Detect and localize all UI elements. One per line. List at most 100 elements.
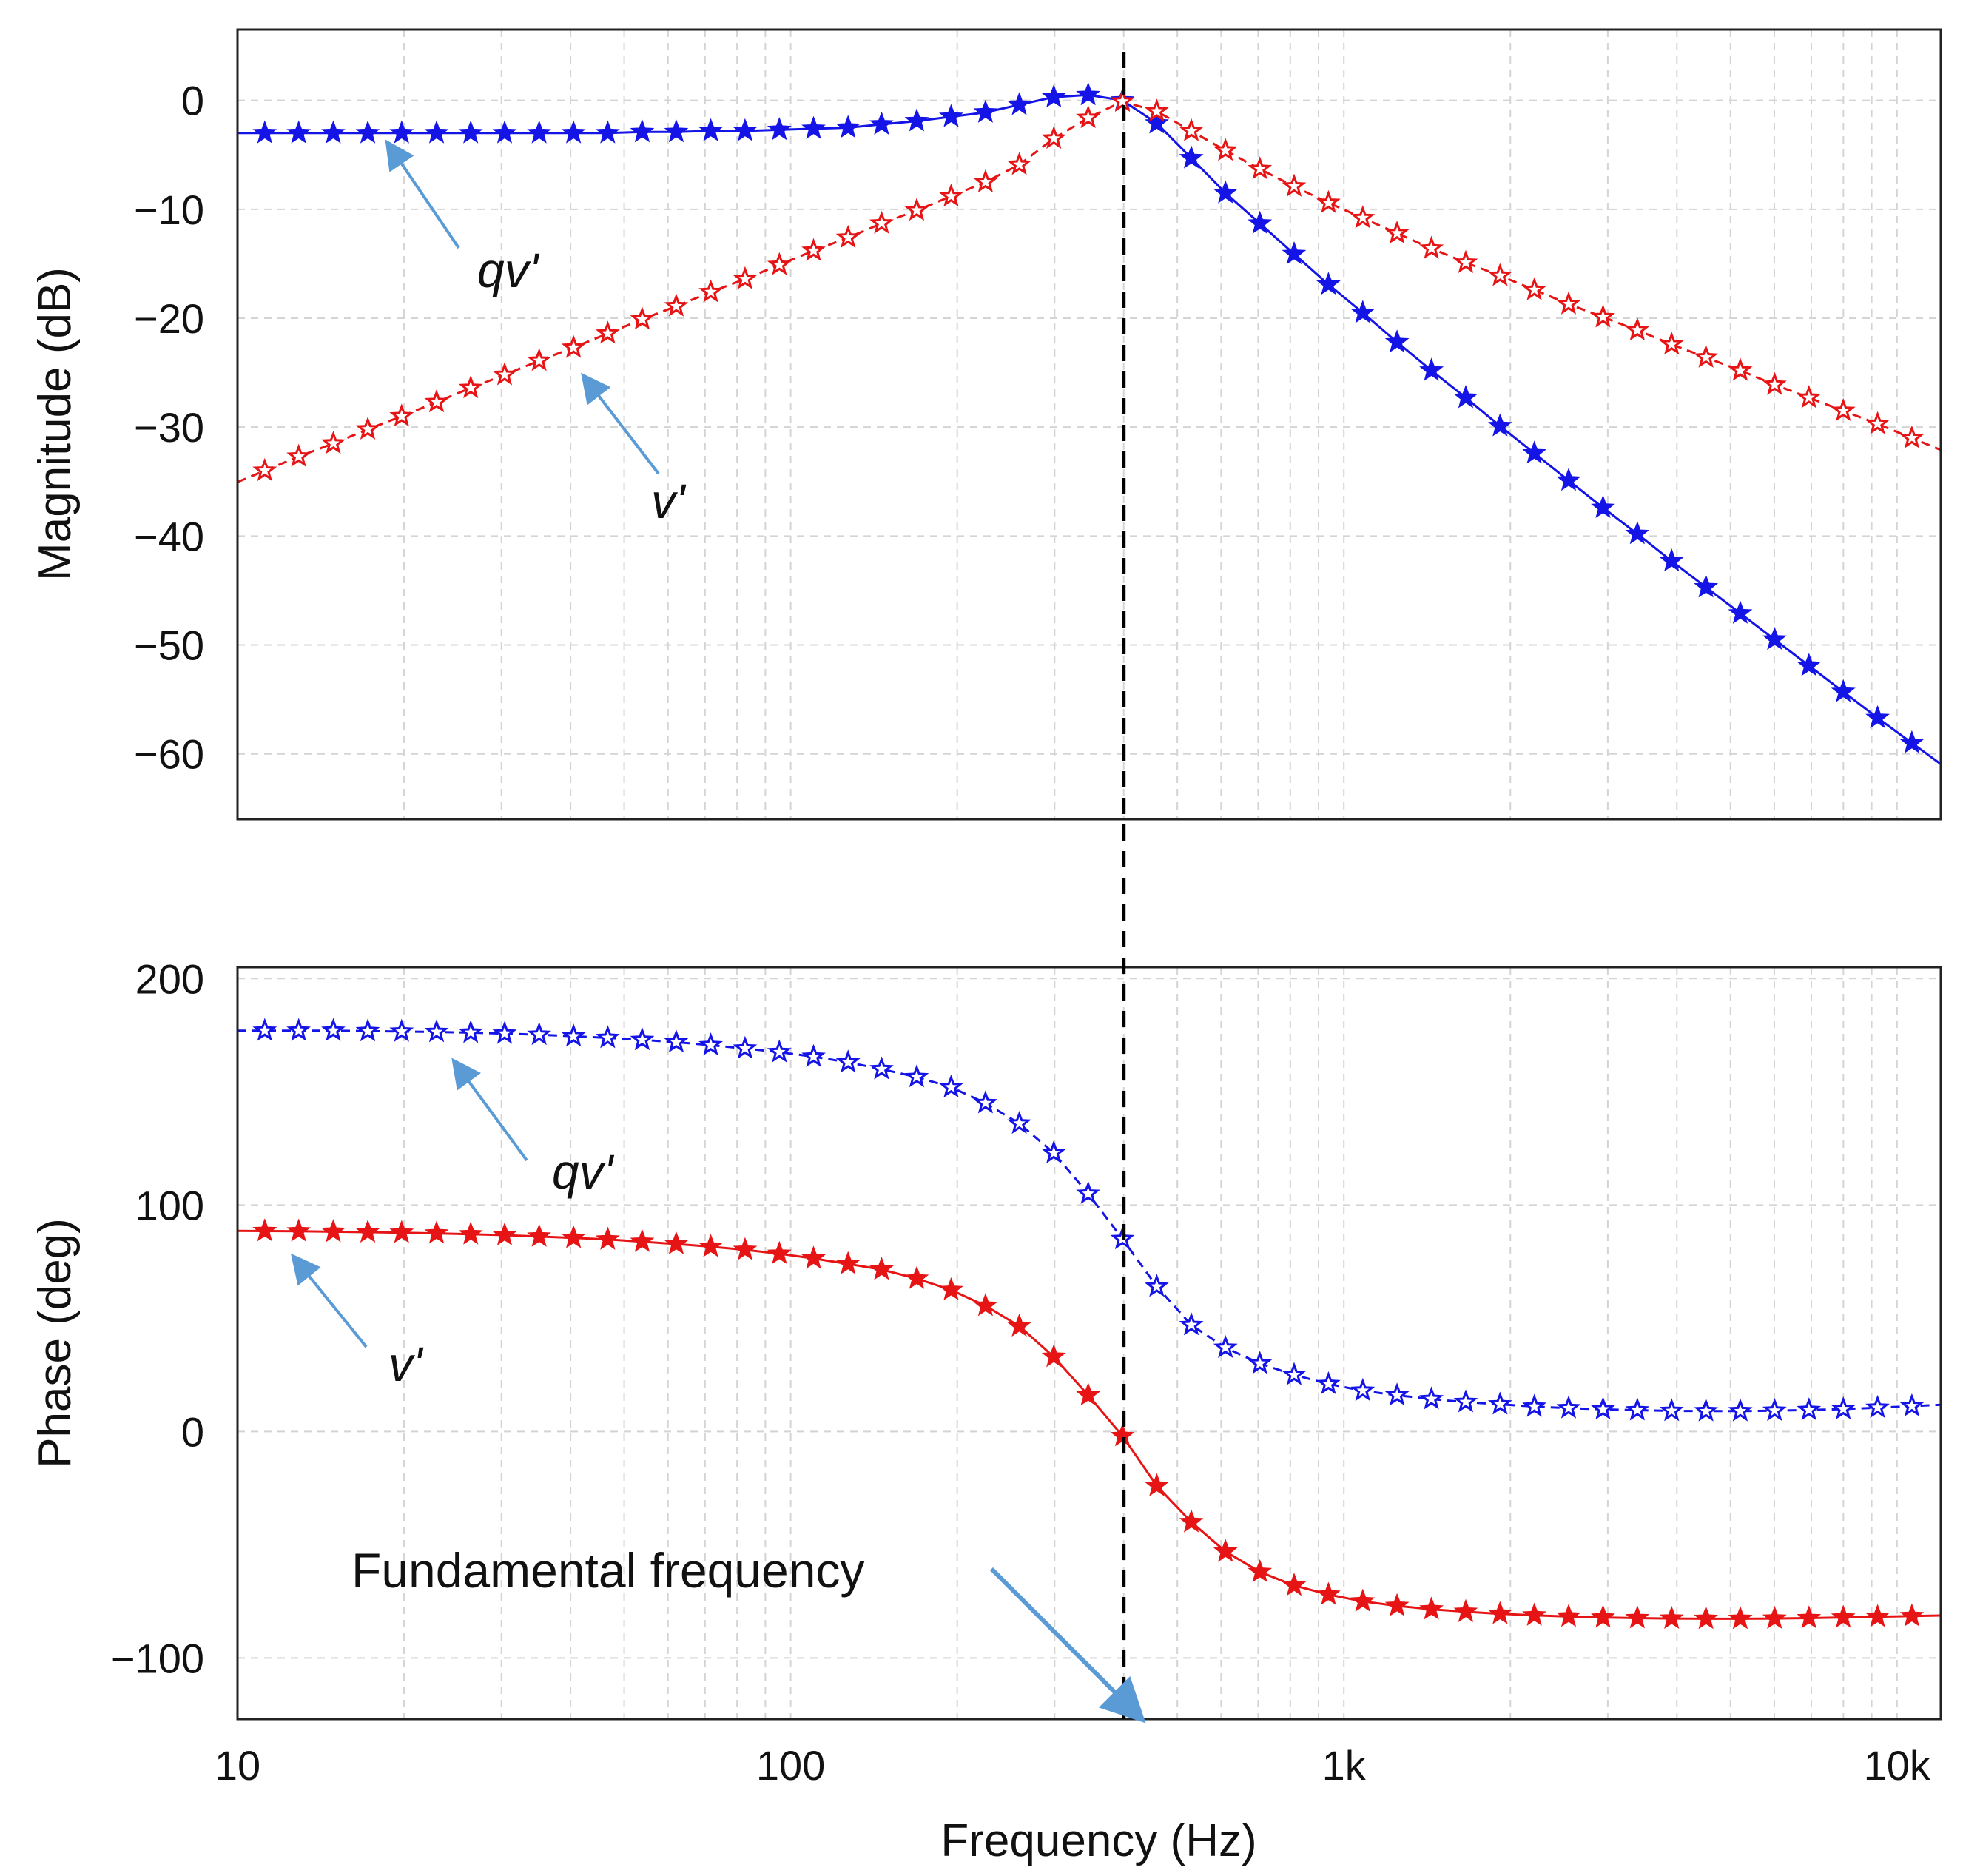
magnitude-point-v (698, 279, 724, 303)
phase-point-v (595, 1226, 620, 1250)
magnitude-point-v (1487, 263, 1512, 286)
magnitude-y-tick-label: −50 (134, 622, 204, 669)
magnitude-frame (236, 28, 1942, 821)
phase-point-v (1350, 1588, 1376, 1612)
phase-point-qv (252, 1018, 277, 1041)
magnitude-point-v (1282, 173, 1307, 197)
magnitude-y-tick-label: −20 (134, 295, 204, 342)
magnitude-point-qv (1419, 357, 1444, 381)
x-tick-label: 1k (1322, 1742, 1367, 1789)
magnitude-point-qv (1076, 82, 1101, 106)
v-magnitude-label: v' (651, 474, 687, 528)
magnitude-point-v (1556, 291, 1581, 315)
phase-point-qv (492, 1021, 517, 1044)
phase-point-v (869, 1257, 894, 1280)
qv-magnitude-label: qv' (477, 243, 540, 297)
magnitude-point-v (321, 431, 346, 454)
magnitude-point-v (1831, 397, 1856, 422)
magnitude-point-v (1625, 317, 1650, 341)
magnitude-point-v (1728, 357, 1753, 381)
phase-series-line-qv (238, 1029, 1942, 1413)
magnitude-point-v (1659, 332, 1684, 355)
magnitude-point-v (389, 403, 414, 427)
magnitude-point-qv (527, 120, 552, 144)
phase-panel: 200 100 0 −100 Phase (deg) (30, 955, 1942, 1721)
magnitude-point-qv (321, 120, 346, 144)
magnitude-point-qv (1041, 84, 1066, 108)
magnitude-point-qv (1728, 600, 1753, 624)
phase-point-v (1556, 1604, 1581, 1627)
phase-point-v (1007, 1313, 1031, 1337)
phase-point-qv (286, 1018, 311, 1041)
phase-point-v (252, 1218, 277, 1242)
phase-point-v (1179, 1509, 1204, 1533)
phase-frame (236, 966, 1942, 1721)
phase-point-v (664, 1231, 689, 1254)
phase-point-v (1419, 1596, 1444, 1620)
magnitude-series-line-v (237, 100, 1942, 483)
annotations: qv' v' qv' v' Fundamental frequency (290, 139, 1146, 1724)
phase-point-v (1831, 1604, 1856, 1628)
magnitude-point-v (1213, 138, 1238, 161)
phase-point-qv (595, 1025, 620, 1049)
magnitude-point-qv (1316, 272, 1341, 295)
phase-y-axis-title: Phase (deg) (30, 1218, 81, 1468)
magnitude-point-qv (595, 120, 620, 144)
phase-point-qv (1007, 1110, 1031, 1134)
phase-point-qv (664, 1029, 689, 1053)
x-tick-label: 10 (215, 1742, 260, 1789)
magnitude-point-qv (492, 120, 517, 144)
phase-point-v (1248, 1559, 1273, 1583)
magnitude-point-qv (1522, 440, 1547, 464)
magnitude-point-qv (1282, 241, 1307, 265)
phase-point-qv (1350, 1378, 1376, 1402)
magnitude-point-qv (1831, 679, 1856, 702)
phase-series-group (237, 1018, 1942, 1630)
magnitude-point-v (630, 306, 655, 330)
phase-point-v (1865, 1604, 1890, 1627)
magnitude-point-v (1797, 385, 1822, 409)
phase-point-qv (630, 1026, 655, 1051)
phase-point-qv (904, 1064, 929, 1088)
magnitude-point-v (835, 224, 861, 249)
magnitude-point-qv (869, 111, 894, 135)
phase-point-v (1899, 1603, 1925, 1627)
magnitude-point-v (1350, 205, 1376, 229)
magnitude-point-qv (252, 120, 277, 144)
phase-point-qv (1659, 1398, 1684, 1422)
phase-point-qv (1041, 1140, 1066, 1163)
magnitude-point-qv (1865, 705, 1890, 729)
phase-point-v (1659, 1605, 1684, 1630)
phase-point-qv (869, 1056, 894, 1080)
phase-point-v (355, 1219, 380, 1243)
magnitude-point-qv (835, 115, 861, 138)
magnitude-point-v (1694, 344, 1718, 368)
phase-point-v (1384, 1593, 1410, 1616)
fundamental-frequency-label: Fundamental frequency (351, 1543, 864, 1598)
phase-point-qv (1728, 1398, 1753, 1422)
phase-point-qv (698, 1032, 724, 1056)
magnitude-point-qv (561, 120, 586, 144)
magnitude-point-v (1522, 277, 1547, 300)
magnitude-y-tick-label: 0 (181, 78, 204, 124)
phase-point-qv (527, 1021, 551, 1046)
phase-point-qv (939, 1074, 963, 1098)
phase-point-qv (1899, 1393, 1925, 1417)
magnitude-point-v (1591, 304, 1615, 328)
phase-point-qv (1762, 1397, 1787, 1422)
magnitude-point-qv (973, 99, 998, 123)
phase-point-qv (801, 1043, 826, 1067)
fundamental-frequency-arrow (989, 1567, 1146, 1724)
phase-point-v (733, 1237, 758, 1260)
phase-point-v (835, 1251, 861, 1274)
phase-point-qv (321, 1018, 346, 1041)
v-magnitude-arrow (581, 372, 660, 475)
magnitude-point-v (939, 183, 963, 207)
phase-point-v (1762, 1605, 1787, 1630)
magnitude-point-v (664, 293, 689, 317)
magnitude-point-v (767, 252, 792, 275)
phase-point-v (1591, 1604, 1615, 1628)
magnitude-point-qv (630, 119, 655, 143)
magnitude-point-qv (1487, 413, 1512, 437)
